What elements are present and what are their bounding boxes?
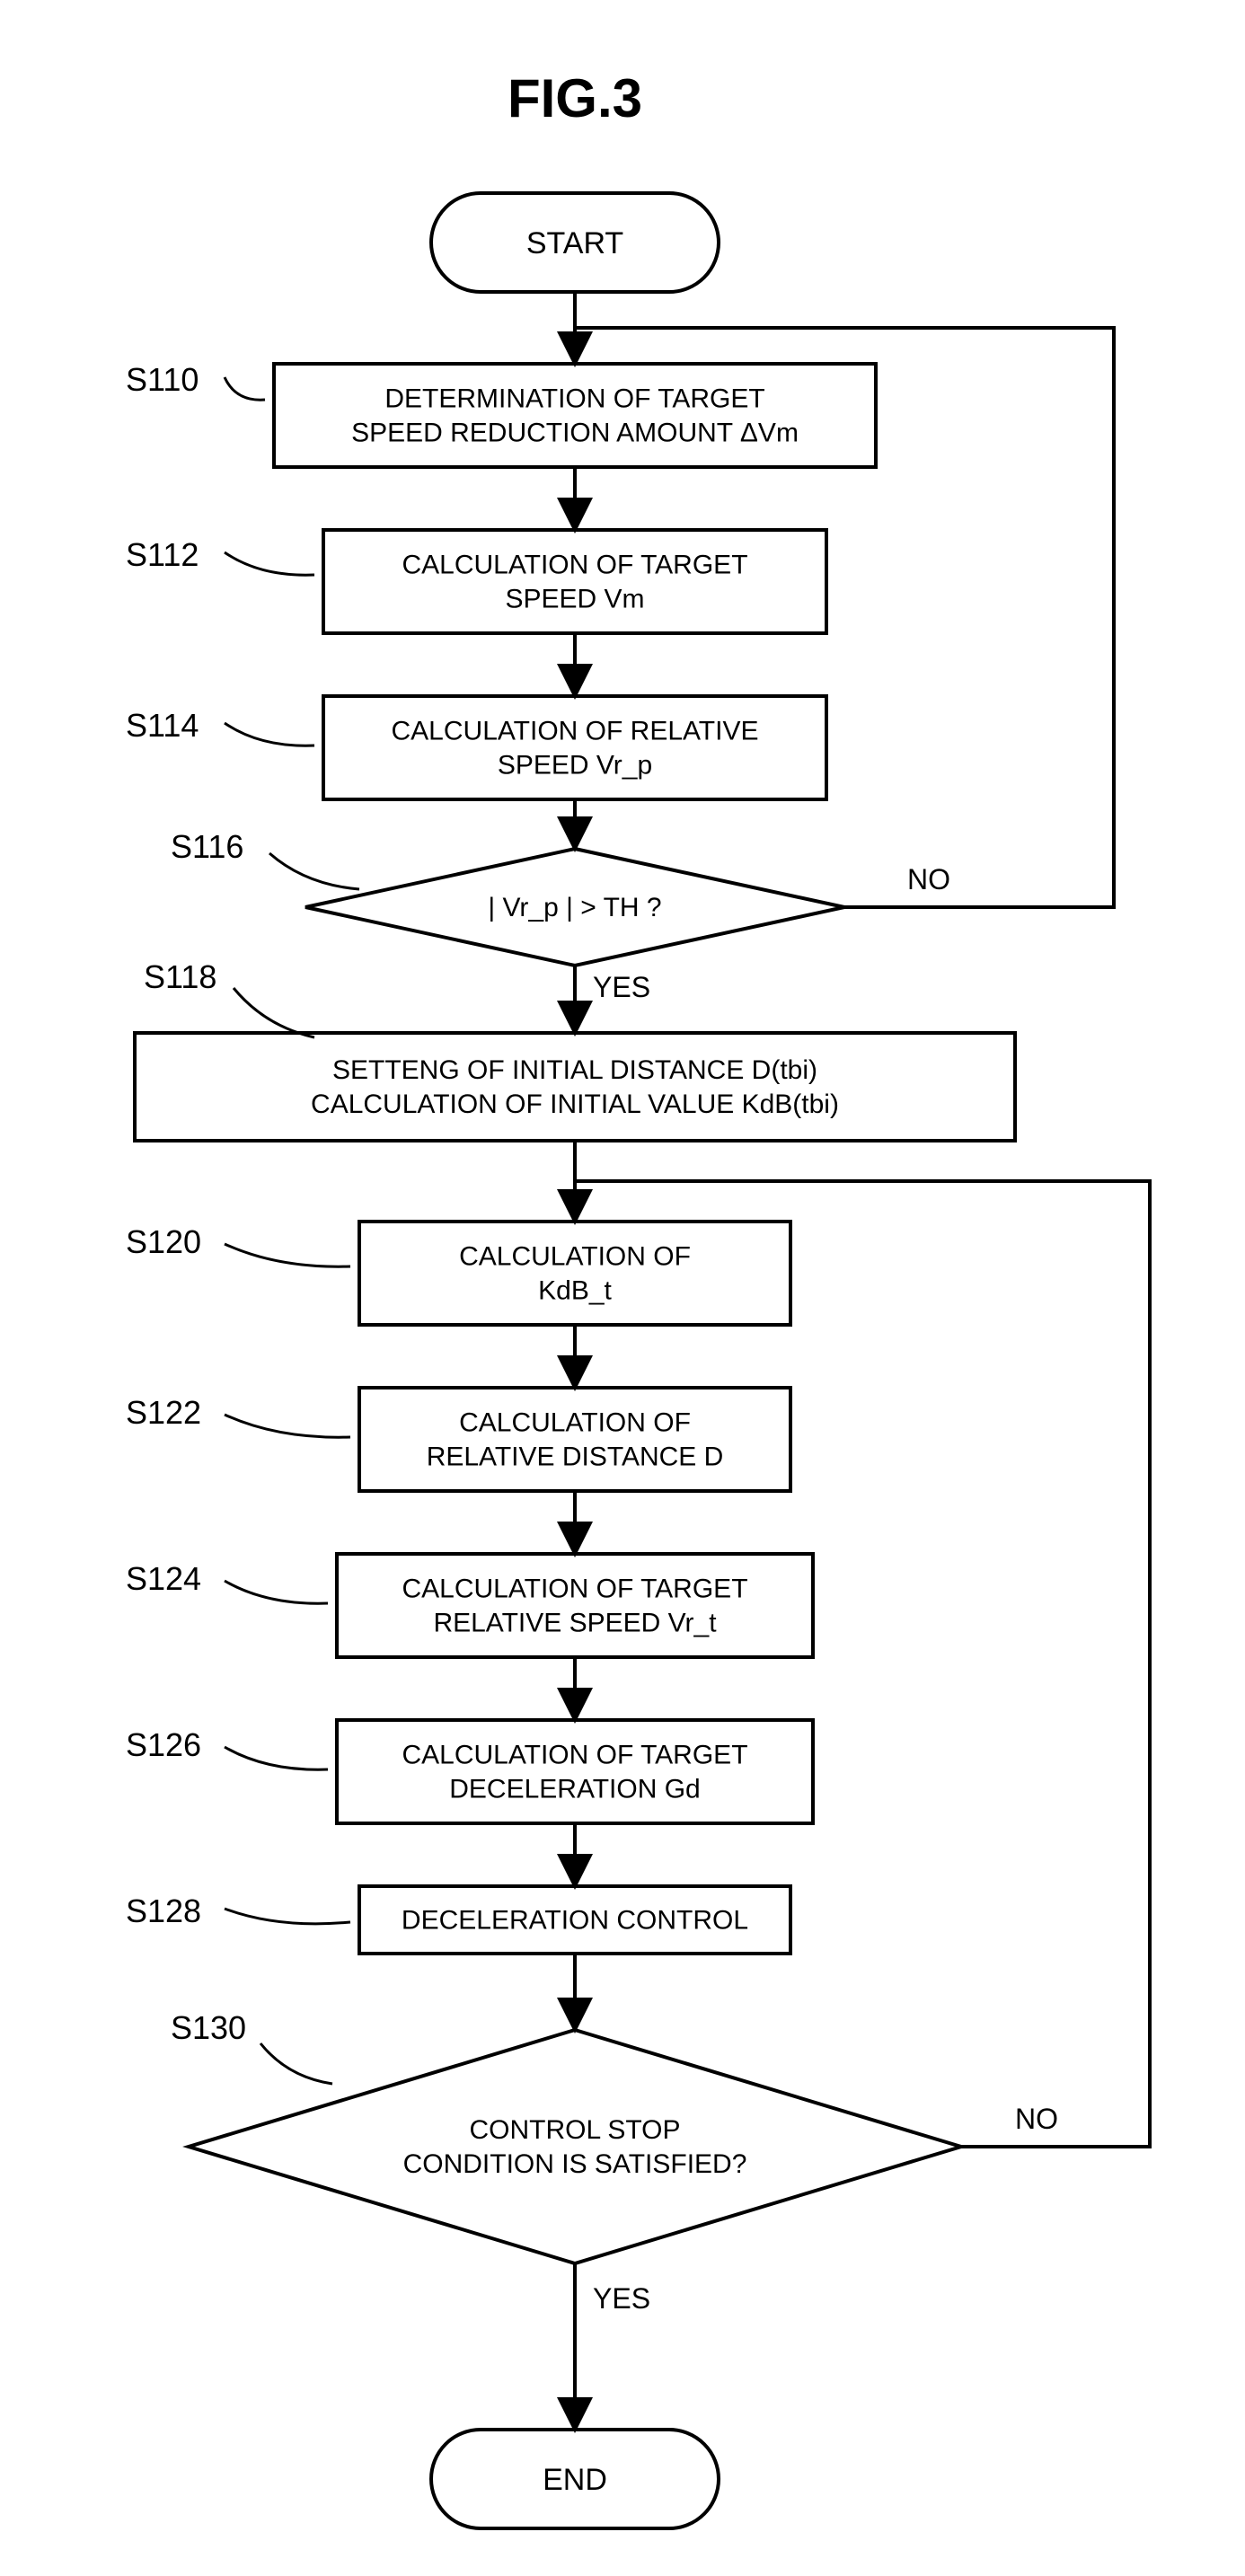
svg-text:CALCULATION OF: CALCULATION OF bbox=[459, 1242, 691, 1272]
step-label: S112 bbox=[126, 536, 199, 573]
svg-text:CALCULATION OF RELATIVE: CALCULATION OF RELATIVE bbox=[392, 717, 759, 746]
step-S112: CALCULATION OF TARGET SPEED Vm S112 bbox=[126, 530, 826, 633]
svg-text:CALCULATION OF TARGET: CALCULATION OF TARGET bbox=[402, 551, 747, 580]
branch-yes: YES bbox=[593, 2282, 650, 2315]
svg-text:RELATIVE SPEED Vr_t: RELATIVE SPEED Vr_t bbox=[433, 1609, 717, 1638]
svg-text:SPEED Vr_p: SPEED Vr_p bbox=[498, 751, 652, 781]
branch-no: NO bbox=[1015, 2103, 1058, 2135]
svg-text:CONTROL STOP: CONTROL STOP bbox=[469, 2115, 680, 2145]
svg-text:SPEED Vm: SPEED Vm bbox=[505, 585, 644, 614]
svg-text:END: END bbox=[543, 2463, 607, 2497]
step-label: S110 bbox=[126, 361, 199, 398]
svg-text:DECELERATION CONTROL: DECELERATION CONTROL bbox=[402, 1906, 748, 1936]
step-S116: | Vr_p | > TH ? NO YES S116 bbox=[171, 828, 950, 1003]
branch-yes: YES bbox=[593, 971, 650, 1003]
step-S128: DECELERATION CONTROL S128 bbox=[126, 1886, 790, 1954]
svg-text:CALCULATION OF TARGET: CALCULATION OF TARGET bbox=[402, 1741, 747, 1770]
svg-text:DETERMINATION OF TARGET: DETERMINATION OF TARGET bbox=[384, 384, 764, 414]
svg-text:| Vr_p | > TH ?: | Vr_p | > TH ? bbox=[488, 893, 661, 922]
loopback-path bbox=[575, 328, 1114, 907]
step-label: S116 bbox=[171, 828, 243, 865]
step-S124: CALCULATION OF TARGET RELATIVE SPEED Vr_t… bbox=[126, 1554, 813, 1657]
svg-text:DECELERATION Gd: DECELERATION Gd bbox=[449, 1775, 701, 1804]
terminal-end: END bbox=[431, 2430, 719, 2528]
step-S126: CALCULATION OF TARGET DECELERATION Gd S126 bbox=[126, 1720, 813, 1823]
svg-text:RELATIVE DISTANCE D: RELATIVE DISTANCE D bbox=[427, 1442, 724, 1472]
step-S114: CALCULATION OF RELATIVE SPEED Vr_p S114 bbox=[126, 696, 826, 799]
step-S122: CALCULATION OF RELATIVE DISTANCE D S122 bbox=[126, 1388, 790, 1491]
step-label: S118 bbox=[144, 958, 216, 995]
svg-text:SPEED REDUCTION AMOUNT ΔVm: SPEED REDUCTION AMOUNT ΔVm bbox=[351, 419, 799, 448]
branch-no: NO bbox=[907, 863, 950, 895]
terminal-start: START bbox=[431, 193, 719, 292]
step-S120: CALCULATION OF KdB_t S120 bbox=[126, 1222, 790, 1325]
step-label: S128 bbox=[126, 1892, 201, 1929]
step-label: S124 bbox=[126, 1560, 201, 1597]
svg-text:KdB_t: KdB_t bbox=[538, 1276, 612, 1306]
svg-text:CALCULATION OF TARGET: CALCULATION OF TARGET bbox=[402, 1575, 747, 1604]
step-label: S120 bbox=[126, 1223, 201, 1260]
svg-text:START: START bbox=[526, 226, 623, 260]
step-label: S126 bbox=[126, 1726, 201, 1763]
svg-text:CALCULATION OF INITIAL VALUE K: CALCULATION OF INITIAL VALUE KdB(tbi) bbox=[311, 1090, 839, 1119]
svg-text:CALCULATION OF: CALCULATION OF bbox=[459, 1408, 691, 1438]
svg-text:CONDITION IS SATISFIED?: CONDITION IS SATISFIED? bbox=[403, 2149, 747, 2179]
step-label: S122 bbox=[126, 1394, 201, 1431]
svg-text:SETTENG OF INITIAL DISTANCE D(: SETTENG OF INITIAL DISTANCE D(tbi) bbox=[332, 1055, 817, 1085]
figure-title: FIG.3 bbox=[508, 68, 642, 128]
step-label: S130 bbox=[171, 2009, 246, 2046]
step-S110: DETERMINATION OF TARGET SPEED REDUCTION A… bbox=[126, 361, 876, 467]
step-label: S114 bbox=[126, 707, 199, 744]
step-S130: CONTROL STOP CONDITION IS SATISFIED? NO YES… bbox=[171, 2009, 1058, 2315]
